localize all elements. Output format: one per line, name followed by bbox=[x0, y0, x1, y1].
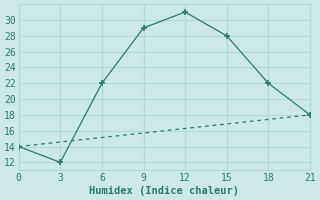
X-axis label: Humidex (Indice chaleur): Humidex (Indice chaleur) bbox=[89, 186, 239, 196]
